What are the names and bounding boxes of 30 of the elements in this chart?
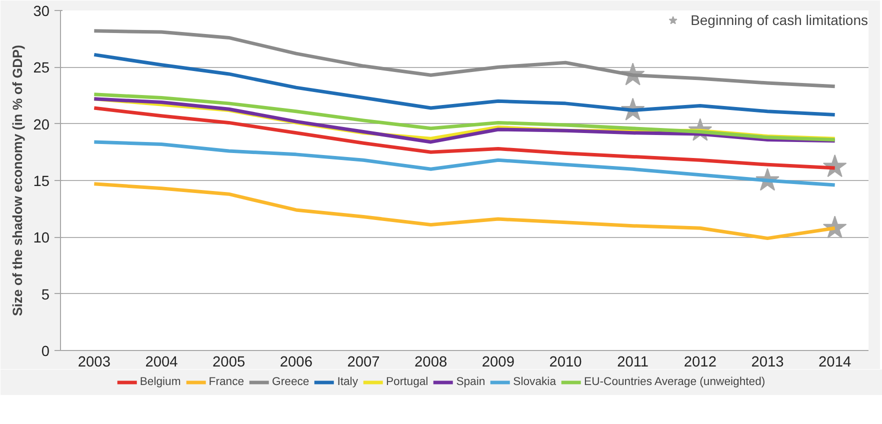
x-tick-label: 2009: [482, 354, 514, 370]
x-tick-label: 2013: [751, 354, 784, 370]
x-tick-label: 2012: [684, 354, 716, 370]
legend-label: Beginning of cash limitations: [690, 12, 868, 28]
y-tick-label: 25: [33, 60, 50, 77]
legend-label: Portugal: [386, 376, 428, 388]
y-tick-label: 20: [33, 117, 50, 134]
legend-label: EU-Countries Average (unweighted): [584, 376, 766, 388]
line-series: [92, 29, 837, 88]
y-tick-label: 10: [33, 230, 50, 247]
legend-label: France: [208, 376, 244, 388]
legend-label: Slovakia: [513, 376, 556, 388]
x-tick-label: 2011: [617, 354, 649, 370]
x-tick-label: 2005: [212, 354, 246, 370]
y-tick-label: 0: [41, 344, 50, 360]
x-tick-label: 2008: [414, 354, 448, 370]
y-tick-label: 30: [33, 4, 50, 20]
y-tick-label: 5: [41, 287, 50, 304]
y-tick-label: 15: [33, 174, 50, 190]
legend-label: Spain: [456, 376, 486, 388]
x-tick-label: 2003: [78, 354, 110, 370]
legend-label: Greece: [272, 376, 310, 388]
y-axis-title: Size of the shadow economy (in % of GDP): [10, 44, 26, 316]
legend-label: Belgium: [140, 376, 181, 388]
legend-label: Italy: [337, 376, 358, 388]
x-tick-label: 2007: [347, 354, 380, 370]
x-tick-label: 2014: [818, 354, 852, 370]
x-tick-label: 2010: [549, 354, 582, 370]
x-tick-label: 2006: [280, 354, 312, 370]
x-tick-label: 2004: [145, 354, 178, 370]
